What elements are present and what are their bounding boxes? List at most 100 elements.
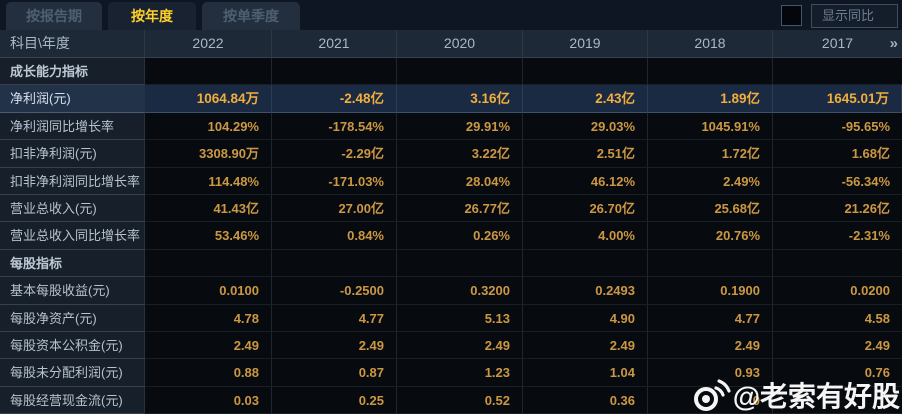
value-cell — [648, 249, 773, 278]
value-cell: 4.78 — [145, 304, 272, 332]
row-label: 每股经营现金流(元) — [0, 386, 145, 414]
value-cell: 2.51亿 — [523, 140, 648, 168]
row-label: 扣非净利润(元) — [0, 140, 145, 168]
value-cell: 0.2493 — [523, 277, 648, 305]
value-cell — [145, 249, 272, 278]
value-cell: 0.03 — [145, 386, 272, 414]
value-cell: 1645.01万 — [773, 85, 902, 113]
value-cell — [773, 58, 902, 86]
value-cell: 1.72亿 — [648, 140, 773, 168]
tab-by-single-quarter[interactable]: 按单季度 — [202, 2, 300, 30]
value-cell: 4.77 — [272, 304, 397, 332]
value-cell: 0 — [648, 386, 773, 414]
value-cell: 0.36 — [523, 386, 648, 414]
value-cell: -95.65% — [773, 112, 902, 141]
year-header-2019: 2019 — [523, 30, 648, 58]
value-cell: 1064.84万 — [145, 85, 272, 113]
value-cell: 2.49 — [145, 331, 272, 360]
value-cell: 0.88 — [145, 359, 272, 387]
value-cell: 4.77 — [648, 304, 773, 332]
value-cell: 29.91% — [397, 112, 523, 141]
row-label: 成长能力指标 — [0, 58, 145, 86]
row-label: 每股指标 — [0, 249, 145, 278]
value-cell: 28.04% — [397, 167, 523, 195]
table-row: 基本每股收益(元) 0.0100 -0.2500 0.3200 0.2493 0.1900… — [0, 277, 902, 305]
value-cell — [773, 386, 902, 414]
more-years-icon[interactable]: » — [889, 35, 898, 52]
value-cell: 0.1900 — [648, 277, 773, 305]
show-yoy-label[interactable]: 显示同比 — [811, 4, 898, 28]
table-row: 每股净资产(元) 4.78 4.77 5.13 4.90 4.77 4.58 — [0, 304, 902, 332]
value-cell — [773, 249, 902, 278]
row-label: 营业总收入(元) — [0, 194, 145, 223]
table-row: 净利润(元) 1064.84万 -2.48亿 3.16亿 2.43亿 1.89亿 1645.… — [0, 85, 902, 113]
corner-header: 科目\年度 — [0, 30, 145, 58]
value-cell: 2.49% — [648, 167, 773, 195]
table-row: 营业总收入(元) 41.43亿 27.00亿 26.77亿 26.70亿 25.68亿 21… — [0, 194, 902, 223]
value-cell: 26.77亿 — [397, 194, 523, 223]
table-header-row: 科目\年度 2022 2021 2020 2019 2018 2017 » — [0, 30, 902, 58]
value-cell: 0.87 — [272, 359, 397, 387]
value-cell: 1.04 — [523, 359, 648, 387]
value-cell: 0.0100 — [145, 277, 272, 305]
tab-by-year[interactable]: 按年度 — [108, 2, 196, 30]
table-row: 每股经营现金流(元) 0.03 0.25 0.52 0.36 0 — [0, 386, 902, 414]
value-cell: 0.26% — [397, 222, 523, 250]
value-cell: 1045.91% — [648, 112, 773, 141]
value-cell: 2.49 — [397, 331, 523, 360]
value-cell: 1.23 — [397, 359, 523, 387]
row-label: 扣非净利润同比增长率 — [0, 167, 145, 195]
value-cell — [397, 58, 523, 86]
row-label: 每股净资产(元) — [0, 304, 145, 332]
value-cell — [272, 249, 397, 278]
value-cell: 29.03% — [523, 112, 648, 141]
value-cell: 0.3200 — [397, 277, 523, 305]
row-label: 净利润(元) — [0, 85, 145, 113]
value-cell — [648, 58, 773, 86]
row-label: 每股资本公积金(元) — [0, 331, 145, 360]
year-header-2020: 2020 — [397, 30, 523, 58]
row-label: 基本每股收益(元) — [0, 277, 145, 305]
period-tab-bar: 按报告期 按年度 按单季度 显示同比 — [0, 0, 902, 30]
value-cell: -171.03% — [272, 167, 397, 195]
value-cell — [523, 58, 648, 86]
value-cell: 25.68亿 — [648, 194, 773, 223]
year-header-2017-label: 2017 — [821, 35, 854, 51]
year-header-2017: 2017 » — [773, 30, 902, 58]
value-cell: -178.54% — [272, 112, 397, 141]
value-cell: 104.29% — [145, 112, 272, 141]
table-body: 成长能力指标 净利润(元) 1064.84万 -2.48亿 3.16亿 2.43亿 1.89… — [0, 58, 902, 414]
value-cell: 27.00亿 — [272, 194, 397, 223]
show-yoy-checkbox[interactable] — [781, 5, 802, 26]
value-cell: 3308.90万 — [145, 140, 272, 168]
value-cell: 1.68亿 — [773, 140, 902, 168]
value-cell: 46.12% — [523, 167, 648, 195]
value-cell — [523, 249, 648, 278]
table-row: 扣非净利润(元) 3308.90万 -2.29亿 3.22亿 2.51亿 1.72亿 1.6… — [0, 140, 902, 168]
row-label: 营业总收入同比增长率 — [0, 222, 145, 250]
year-header-2018: 2018 — [648, 30, 773, 58]
value-cell — [145, 58, 272, 86]
value-cell: -2.48亿 — [272, 85, 397, 113]
value-cell: -0.2500 — [272, 277, 397, 305]
table-row: 净利润同比增长率 104.29% -178.54% 29.91% 29.03% 1045.… — [0, 112, 902, 141]
table-row: 每股资本公积金(元) 2.49 2.49 2.49 2.49 2.49 2.49 — [0, 331, 902, 360]
value-cell: 20.76% — [648, 222, 773, 250]
value-cell: 1.89亿 — [648, 85, 773, 113]
value-cell: -2.31% — [773, 222, 902, 250]
value-cell: 4.90 — [523, 304, 648, 332]
value-cell: 5.13 — [397, 304, 523, 332]
value-cell: 2.49 — [272, 331, 397, 360]
table-row: 每股未分配利润(元) 0.88 0.87 1.23 1.04 0.93 0.76 — [0, 359, 902, 387]
value-cell: 41.43亿 — [145, 194, 272, 223]
value-cell: 53.46% — [145, 222, 272, 250]
value-cell — [397, 249, 523, 278]
value-cell: 4.00% — [523, 222, 648, 250]
value-cell: 4.58 — [773, 304, 902, 332]
section-header-row: 成长能力指标 — [0, 58, 902, 86]
value-cell: 2.49 — [523, 331, 648, 360]
value-cell: 2.43亿 — [523, 85, 648, 113]
financial-indicators-table: 科目\年度 2022 2021 2020 2019 2018 2017 » 成长… — [0, 30, 902, 414]
tab-by-report-period[interactable]: 按报告期 — [6, 2, 102, 30]
